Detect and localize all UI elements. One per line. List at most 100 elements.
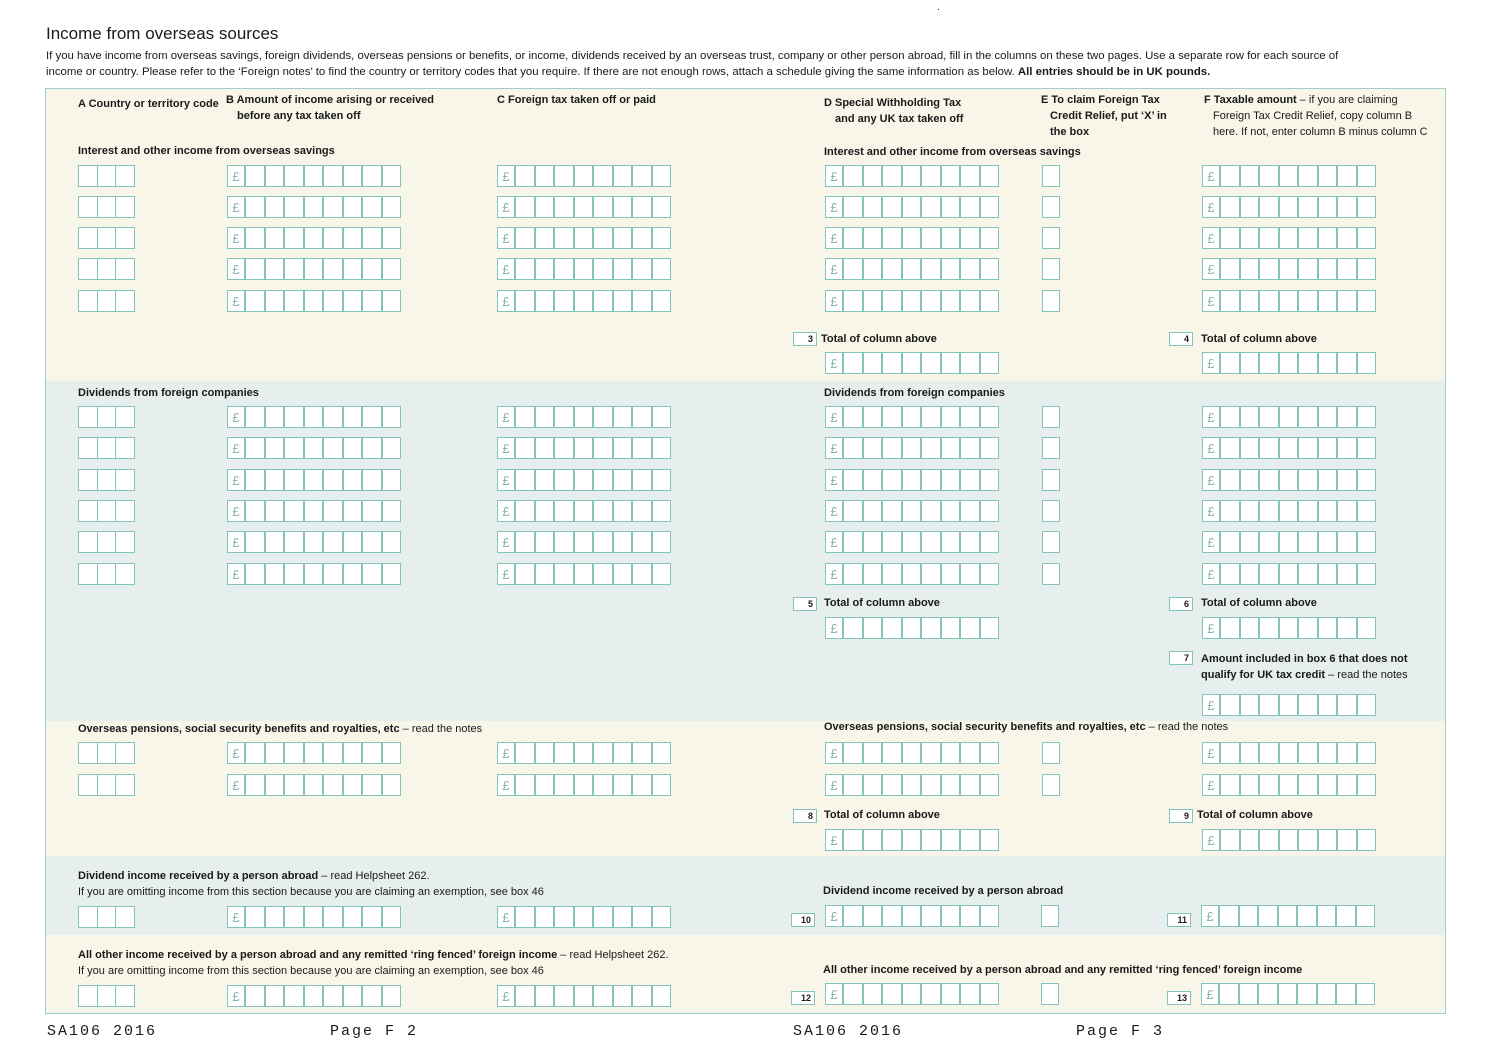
- amount-cell[interactable]: [651, 469, 671, 491]
- amount-cell[interactable]: [960, 617, 980, 639]
- amount-cell[interactable]: [515, 437, 535, 459]
- amount-cell[interactable]: [612, 406, 632, 428]
- amount-cell[interactable]: [862, 469, 882, 491]
- code-cell[interactable]: [115, 985, 135, 1007]
- amount-cell[interactable]: [979, 196, 999, 218]
- amount-cell[interactable]: [979, 227, 999, 249]
- amount-cell[interactable]: [381, 196, 401, 218]
- amount-cell[interactable]: [1356, 742, 1376, 764]
- amount-cell[interactable]: [1298, 196, 1318, 218]
- amount-cell[interactable]: [960, 983, 980, 1005]
- dividends-row-4-ftcr-checkbox[interactable]: [1042, 500, 1060, 522]
- amount-cell[interactable]: [1337, 258, 1357, 280]
- amount-cell[interactable]: [554, 774, 574, 796]
- code-cell[interactable]: [115, 906, 135, 928]
- person-country-code[interactable]: [78, 906, 135, 928]
- amount-cell[interactable]: [979, 469, 999, 491]
- amount-cell[interactable]: [862, 500, 882, 522]
- amount-cell[interactable]: [362, 258, 382, 280]
- amount-cell[interactable]: [1298, 227, 1318, 249]
- amount-cell[interactable]: [612, 774, 632, 796]
- amount-cell[interactable]: [1298, 829, 1318, 851]
- amount-cell[interactable]: [245, 906, 265, 928]
- amount-cell[interactable]: [264, 563, 284, 585]
- amount-cell[interactable]: [264, 165, 284, 187]
- amount-cell[interactable]: [901, 563, 921, 585]
- amount-cell[interactable]: [1220, 617, 1240, 639]
- amount-cell[interactable]: [651, 406, 671, 428]
- amount-cell[interactable]: [1278, 829, 1298, 851]
- amount-cell[interactable]: [979, 563, 999, 585]
- dividends-row-3-amount-b[interactable]: £: [227, 469, 401, 491]
- amount-cell[interactable]: [612, 906, 632, 928]
- code-cell[interactable]: [96, 985, 116, 1007]
- amount-cell[interactable]: [1259, 742, 1279, 764]
- amount-cell[interactable]: [960, 437, 980, 459]
- amount-cell[interactable]: [323, 227, 343, 249]
- amount-cell[interactable]: [940, 406, 960, 428]
- amount-cell[interactable]: [593, 437, 613, 459]
- amount-cell[interactable]: [342, 258, 362, 280]
- amount-cell[interactable]: [1239, 500, 1259, 522]
- dividends-row-2-country-code[interactable]: [78, 437, 135, 459]
- amount-cell[interactable]: [1239, 742, 1259, 764]
- amount-cell[interactable]: [245, 774, 265, 796]
- amount-cell[interactable]: [593, 196, 613, 218]
- amount-cell[interactable]: [362, 227, 382, 249]
- amount-cell[interactable]: [1337, 437, 1357, 459]
- amount-cell[interactable]: [901, 500, 921, 522]
- amount-cell[interactable]: [1220, 406, 1240, 428]
- amount-cell[interactable]: [342, 437, 362, 459]
- amount-cell[interactable]: [882, 165, 902, 187]
- amount-cell[interactable]: [901, 352, 921, 374]
- code-cell[interactable]: [96, 774, 116, 796]
- amount-cell[interactable]: [979, 165, 999, 187]
- code-cell[interactable]: [96, 258, 116, 280]
- amount-cell[interactable]: [342, 563, 362, 585]
- amount-cell[interactable]: [1298, 500, 1318, 522]
- amount-cell[interactable]: [593, 985, 613, 1007]
- amount-cell[interactable]: [843, 352, 863, 374]
- amount-cell[interactable]: [1278, 165, 1298, 187]
- amount-cell[interactable]: [573, 531, 593, 553]
- amount-cell[interactable]: [284, 165, 304, 187]
- amount-cell[interactable]: [843, 227, 863, 249]
- savings-row-4-withholding-d[interactable]: £: [825, 258, 999, 280]
- amount-cell[interactable]: [264, 774, 284, 796]
- amount-cell[interactable]: [1220, 829, 1240, 851]
- pensions-row-2-amount-b[interactable]: £: [227, 774, 401, 796]
- code-cell[interactable]: [78, 500, 98, 522]
- savings-row-4-country-code[interactable]: [78, 258, 135, 280]
- amount-cell[interactable]: [1239, 829, 1259, 851]
- amount-cell[interactable]: [843, 905, 863, 927]
- amount-cell[interactable]: [284, 258, 304, 280]
- amount-cell[interactable]: [979, 406, 999, 428]
- amount-cell[interactable]: [940, 983, 960, 1005]
- amount-cell[interactable]: [323, 165, 343, 187]
- amount-cell[interactable]: [1298, 563, 1318, 585]
- amount-cell[interactable]: [245, 469, 265, 491]
- amount-cell[interactable]: [1259, 258, 1279, 280]
- amount-cell[interactable]: [573, 258, 593, 280]
- amount-cell[interactable]: [1337, 694, 1357, 716]
- pensions-row-1-amount-b[interactable]: £: [227, 742, 401, 764]
- dividends-row-1-ftcr-checkbox[interactable]: [1042, 406, 1060, 428]
- amount-cell[interactable]: [1239, 258, 1259, 280]
- savings-row-3-amount-b[interactable]: £: [227, 227, 401, 249]
- amount-cell[interactable]: [381, 469, 401, 491]
- amount-cell[interactable]: [554, 469, 574, 491]
- dividends-row-5-ftcr-checkbox[interactable]: [1042, 531, 1060, 553]
- amount-cell[interactable]: [1239, 563, 1259, 585]
- amount-cell[interactable]: [960, 531, 980, 553]
- dividends-row-6-withholding-d[interactable]: £: [825, 563, 999, 585]
- amount-cell[interactable]: [921, 165, 941, 187]
- amount-cell[interactable]: [1239, 227, 1259, 249]
- amount-cell[interactable]: [573, 165, 593, 187]
- amount-cell[interactable]: [882, 905, 902, 927]
- amount-cell[interactable]: [921, 983, 941, 1005]
- amount-cell[interactable]: [882, 227, 902, 249]
- amount-cell[interactable]: [843, 983, 863, 1005]
- amount-cell[interactable]: [1259, 352, 1279, 374]
- amount-cell[interactable]: [381, 227, 401, 249]
- amount-cell[interactable]: [515, 469, 535, 491]
